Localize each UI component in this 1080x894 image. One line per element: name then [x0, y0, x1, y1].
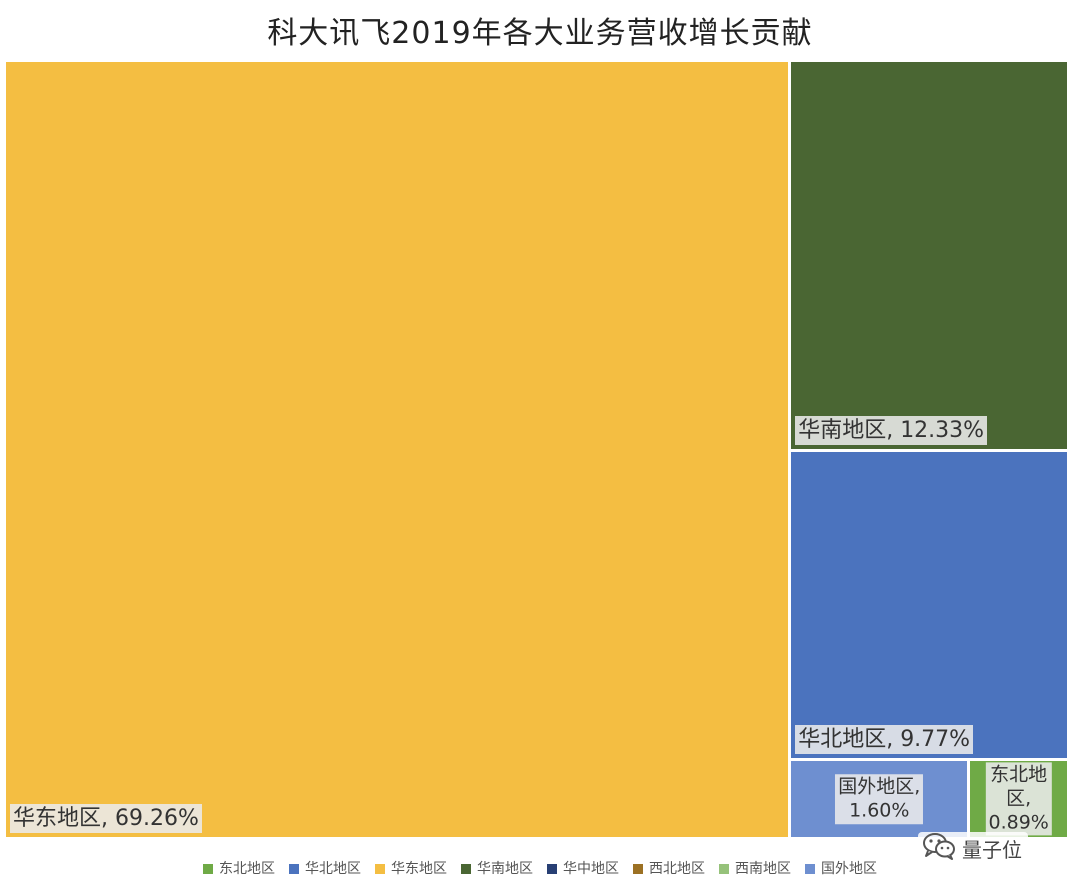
- legend-label: 华南地区: [477, 861, 533, 877]
- legend-swatch: [547, 864, 557, 874]
- legend-entry: 西南地区: [719, 858, 791, 878]
- legend-entry: 东北地区: [203, 858, 275, 878]
- tile-label-northeast-name: 东北地区,: [990, 763, 1048, 810]
- tile-label-northeast-value: 0.89%: [988, 810, 1049, 833]
- legend-swatch: [461, 864, 471, 874]
- tile-label-overseas-name: 国外地区,: [838, 775, 921, 798]
- tile-south-china: 华南地区, 12.33%: [791, 62, 1067, 450]
- tile-northeast: 东北地区, 0.89%: [970, 761, 1067, 837]
- watermark-text: 量子位: [962, 837, 1022, 862]
- tile-label-east-china: 华东地区, 69.26%: [10, 803, 202, 833]
- tile-label-south-china: 华南地区, 12.33%: [795, 415, 988, 446]
- legend-label: 西南地区: [735, 861, 791, 877]
- legend-label: 国外地区: [821, 861, 877, 877]
- legend-entry: 华东地区: [375, 858, 447, 878]
- legend-entry: 华北地区: [289, 858, 361, 878]
- legend-swatch: [203, 864, 213, 874]
- legend-swatch: [289, 864, 299, 874]
- legend-label: 华东地区: [391, 861, 447, 877]
- legend-swatch: [375, 864, 385, 874]
- legend-entry: 西北地区: [633, 858, 705, 878]
- legend-entry: 华南地区: [461, 858, 533, 878]
- legend-swatch: [633, 864, 643, 874]
- legend-label: 西北地区: [649, 861, 705, 877]
- legend-entry: 华中地区: [547, 858, 619, 878]
- watermark: 量子位: [918, 832, 1028, 864]
- tile-label-northeast: 东北地区, 0.89%: [985, 762, 1052, 836]
- legend-label: 华北地区: [305, 861, 361, 877]
- chart-title: 科大讯飞2019年各大业务营收增长贡献: [267, 16, 813, 51]
- tile-north-china: 华北地区, 9.77%: [791, 452, 1067, 759]
- tile-overseas: 国外地区, 1.60%: [791, 761, 968, 837]
- tile-label-overseas: 国外地区, 1.60%: [835, 774, 924, 824]
- legend-entry: 国外地区: [805, 858, 877, 878]
- wechat-icon: [922, 832, 956, 864]
- legend-swatch: [719, 864, 729, 874]
- tile-label-overseas-value: 1.60%: [849, 799, 910, 822]
- tile-label-north-china: 华北地区, 9.77%: [795, 724, 974, 755]
- legend-label: 华中地区: [563, 861, 619, 877]
- legend-swatch: [805, 864, 815, 874]
- legend-label: 东北地区: [219, 861, 275, 877]
- chart-legend: 东北地区 华北地区 华东地区 华南地区 华中地区 西北地区 西南地区 国外地区: [0, 858, 1080, 878]
- tile-east-china: 华东地区, 69.26%: [6, 62, 789, 837]
